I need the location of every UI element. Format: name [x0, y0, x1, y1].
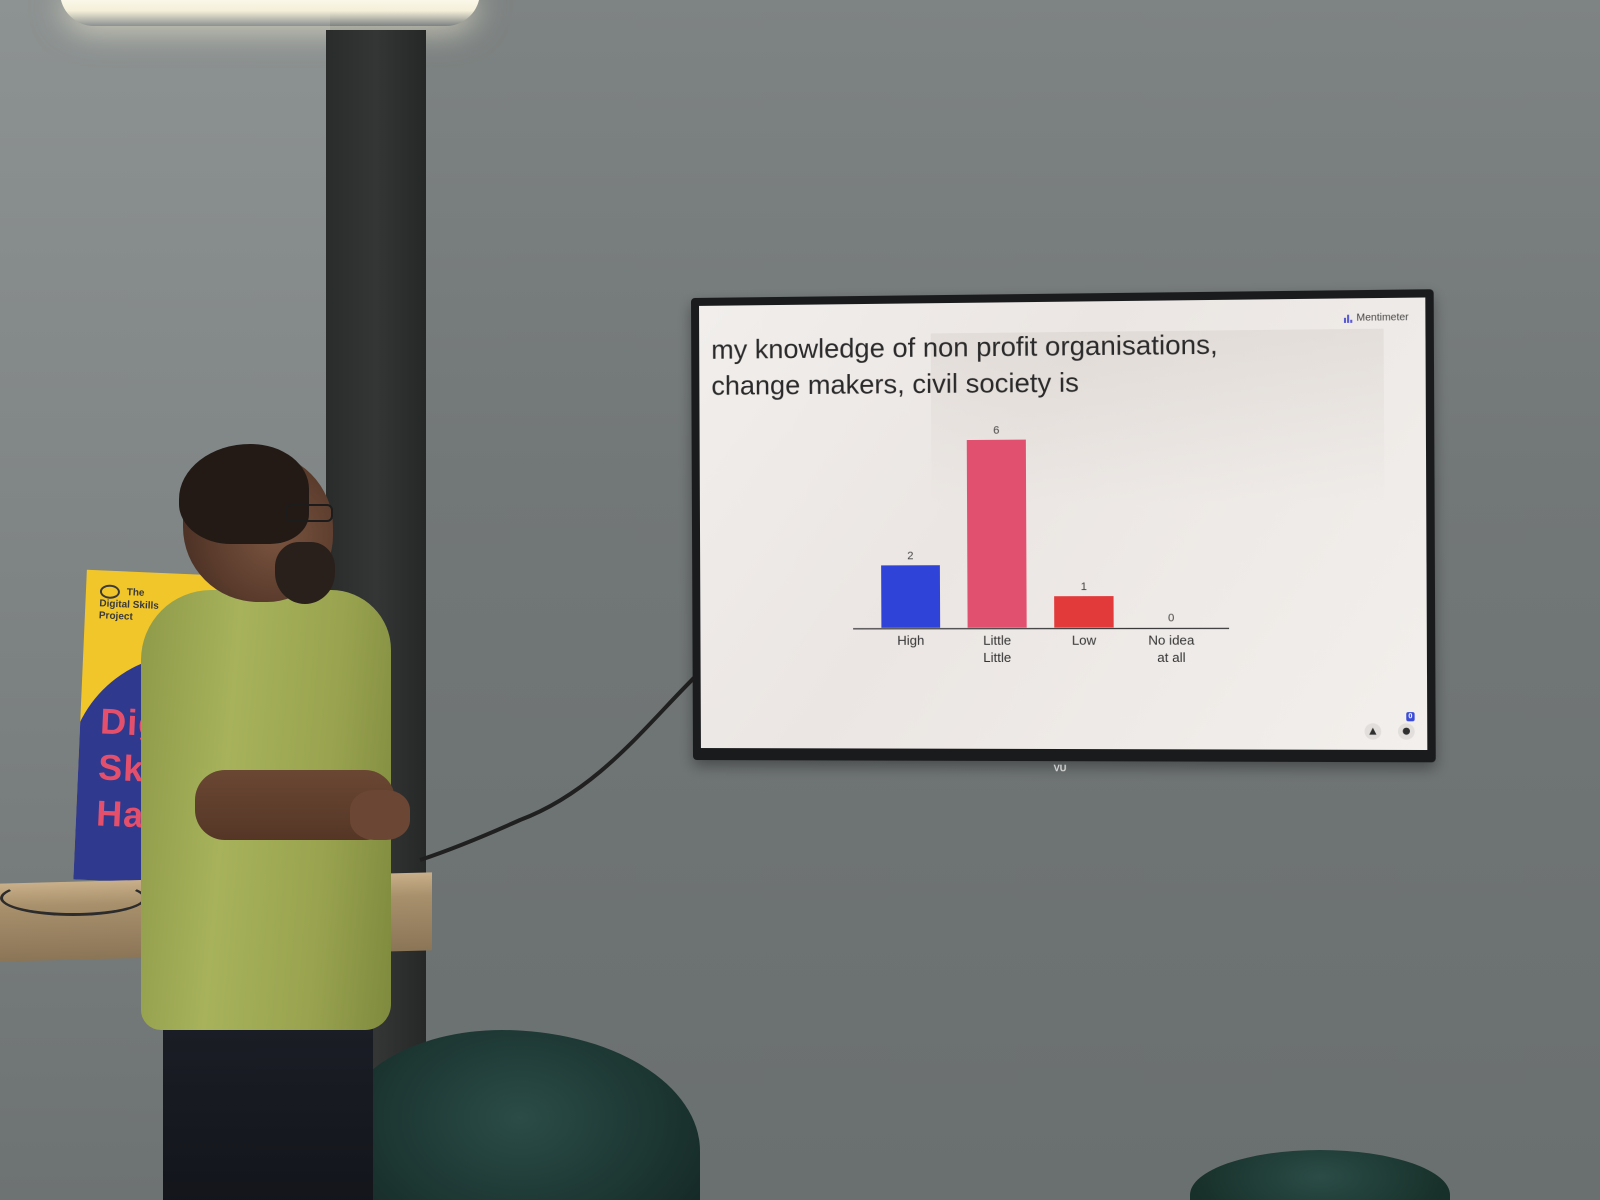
presenter-beard — [275, 542, 335, 604]
person-icon[interactable]: ● — [1398, 723, 1415, 739]
data-label-1: 2 — [907, 550, 913, 562]
bar-chart: 2 High 6 Little Little 1 Low 0 No idea at all — [699, 297, 1427, 750]
category-label-2-line-2: Little — [983, 650, 1011, 665]
category-label-4-line-2: at all — [1157, 650, 1185, 665]
category-label-1-line-1: High — [897, 633, 924, 648]
category-label-4-line-1: No idea — [1148, 632, 1195, 647]
category-label-3-line-1: Low — [1072, 633, 1097, 648]
bar-3 — [1054, 596, 1114, 627]
ceiling-light — [60, 0, 480, 26]
data-label-4: 0 — [1168, 612, 1174, 624]
presenter-glasses — [285, 504, 333, 522]
tv-brand-logo: VU — [1054, 763, 1067, 773]
data-label-2: 6 — [993, 425, 999, 437]
shelf-cable — [0, 880, 146, 916]
television: Mentimeter my knowledge of non profit or… — [691, 289, 1436, 762]
presenter — [135, 450, 435, 1200]
participant-count-badge: 0 — [1406, 712, 1414, 721]
bar-1 — [881, 565, 940, 628]
planet-logo-icon — [100, 584, 121, 599]
presenter-hands — [350, 790, 410, 840]
thumbs-up-icon[interactable]: ▲ — [1365, 723, 1382, 739]
presentation-screen: Mentimeter my knowledge of non profit or… — [699, 297, 1427, 750]
category-label-2-line-1: Little — [983, 633, 1011, 648]
data-label-3: 1 — [1081, 581, 1087, 593]
bar-2 — [967, 440, 1027, 628]
presenter-hair — [179, 444, 309, 544]
presenter-legs — [163, 1010, 373, 1200]
poster-header-line3: Project — [99, 610, 133, 622]
